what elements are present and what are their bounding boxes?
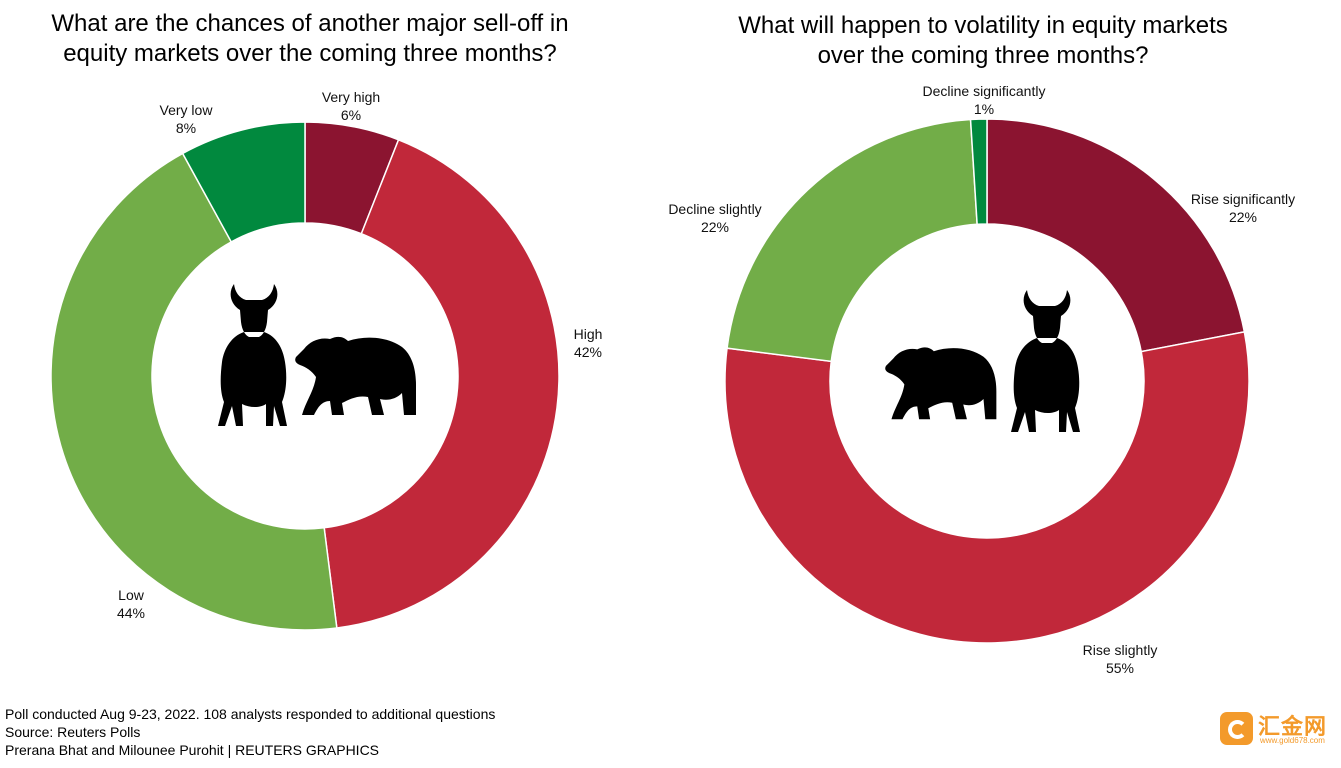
slice-label-very-high: Very high: [322, 89, 380, 105]
slice-value-high: 42%: [574, 344, 602, 360]
slice-label-high: High: [574, 326, 603, 342]
slice-rise-significantly: [986, 118, 1246, 353]
slice-value-decline-significantly: 1%: [974, 101, 994, 117]
poll-note: Poll conducted Aug 9-23, 2022. 108 analy…: [5, 706, 496, 722]
bear-icon: [885, 347, 997, 420]
slice-label-rise-significantly: Rise significantly: [1191, 191, 1295, 207]
slice-value-very-low: 8%: [176, 120, 196, 136]
slice-label-decline-slightly: Decline slightly: [668, 201, 761, 217]
watermark-brand: 汇金网: [1258, 714, 1328, 739]
slice-decline-significantly: [969, 118, 988, 226]
slice-value-very-high: 6%: [341, 107, 361, 123]
bear-icon: [295, 336, 416, 415]
source-note: Source: Reuters Polls: [5, 724, 141, 740]
slice-rise-slightly: [724, 331, 1250, 644]
slice-label-very-low: Very low: [160, 102, 214, 118]
slice-value-rise-slightly: 55%: [1106, 660, 1134, 676]
slice-label-rise-slightly: Rise slightly: [1083, 642, 1158, 658]
bull-icon: [1011, 290, 1080, 432]
slice-value-decline-slightly: 22%: [701, 219, 729, 235]
slice-low: [50, 152, 338, 631]
slice-label-decline-significantly: Decline significantly: [923, 83, 1046, 99]
slice-value-low: 44%: [117, 605, 145, 621]
right-chart-title: What will happen to volatility in equity…: [738, 12, 1228, 69]
left-chart-title: What are the chances of another major se…: [51, 10, 569, 67]
slice-high: [323, 138, 560, 629]
slice-decline-slightly: [726, 118, 978, 363]
watermark-url: www.gold678.com: [1260, 736, 1325, 745]
bull-icon: [218, 284, 287, 426]
credit-note: Prerana Bhat and Milounee Purohit | REUT…: [5, 742, 380, 758]
watermark-icon: [1220, 712, 1253, 745]
slice-label-low: Low: [118, 587, 145, 603]
donut-chart-sell-off: Very high 6% High 42% Low 44% Very low 8%: [50, 89, 603, 631]
watermark-logo: 汇金网 www.gold678.com: [1220, 711, 1330, 747]
slice-value-rise-significantly: 22%: [1229, 209, 1257, 225]
slice-very-low: [181, 121, 306, 243]
donut-chart-volatility: Rise significantly 22% Rise slightly 55% Dec…: [668, 83, 1295, 676]
